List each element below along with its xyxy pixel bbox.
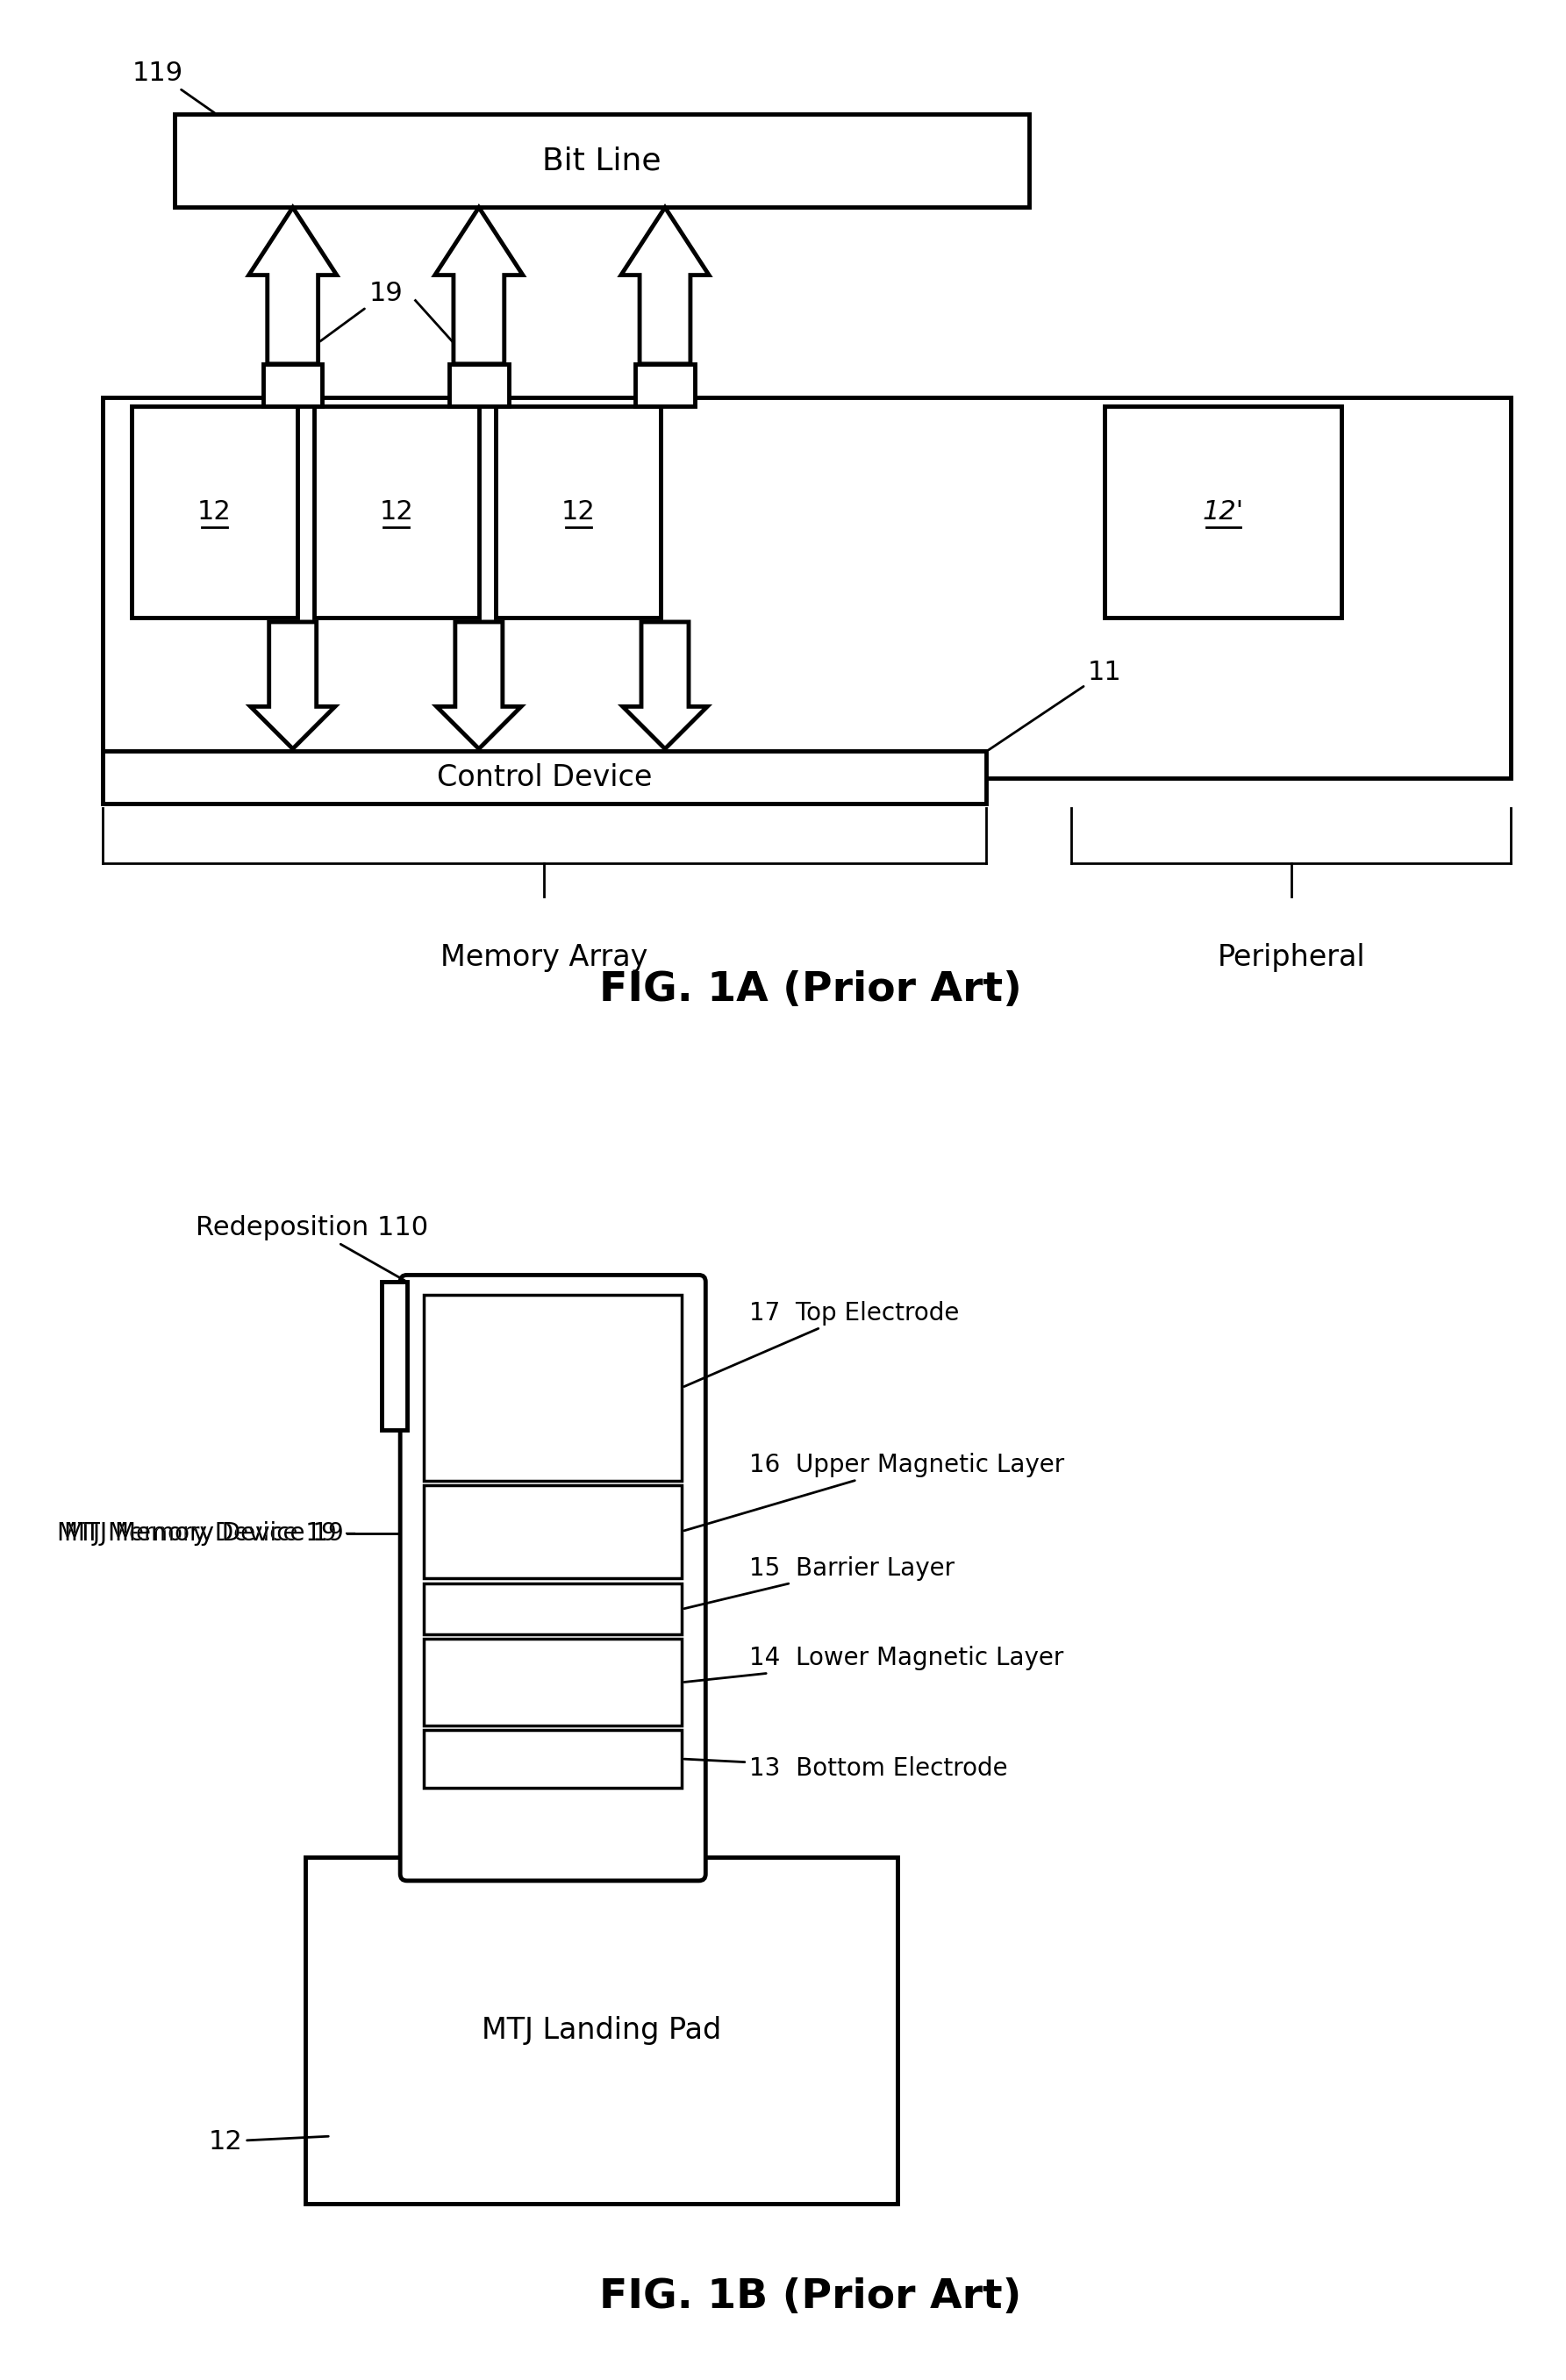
Bar	[305, 1856, 897, 2204]
Bar	[424, 1295, 681, 1480]
Text: MTJ Memory Device 19: MTJ Memory Device 19	[64, 1521, 343, 1545]
Text: Redeposition 110: Redeposition 110	[196, 1216, 428, 1280]
Text: 15  Barrier Layer: 15 Barrier Layer	[684, 1557, 955, 1609]
Bar	[424, 1485, 681, 1578]
Bar	[636, 364, 695, 407]
Bar	[263, 364, 323, 407]
Text: 12: 12	[561, 500, 595, 524]
Bar	[102, 752, 987, 804]
Polygon shape	[249, 207, 337, 364]
Text: 19: 19	[319, 281, 402, 340]
Text: 119: 119	[132, 60, 215, 112]
Bar	[496, 407, 661, 619]
Bar	[424, 1730, 681, 1787]
Bar	[132, 407, 298, 619]
Bar	[1106, 407, 1342, 619]
Text: MTJ Memory Device 19: MTJ Memory Device 19	[64, 1521, 343, 1545]
Polygon shape	[622, 207, 709, 364]
FancyBboxPatch shape	[401, 1276, 706, 1880]
Bar	[174, 114, 1029, 207]
Text: 13  Bottom Electrode: 13 Bottom Electrode	[684, 1756, 1009, 1780]
Bar	[424, 1583, 681, 1635]
Text: 17  Top Electrode: 17 Top Electrode	[684, 1299, 960, 1388]
Text: 16  Upper Magnetic Layer: 16 Upper Magnetic Layer	[684, 1452, 1065, 1530]
Bar	[382, 1283, 407, 1430]
Text: 12: 12	[197, 500, 232, 524]
Polygon shape	[435, 207, 523, 364]
Text: 12: 12	[208, 2128, 329, 2154]
Text: FIG. 1A (Prior Art): FIG. 1A (Prior Art)	[600, 971, 1023, 1009]
Text: 11: 11	[988, 659, 1121, 750]
Bar	[313, 407, 479, 619]
Text: 14  Lower Magnetic Layer: 14 Lower Magnetic Layer	[684, 1647, 1063, 1683]
Text: 12: 12	[379, 500, 413, 524]
Bar	[424, 1640, 681, 1726]
Text: Control Device: Control Device	[437, 764, 651, 793]
Bar	[449, 364, 509, 407]
Text: FIG. 1B (Prior Art): FIG. 1B (Prior Art)	[600, 2278, 1021, 2316]
Bar	[102, 397, 1511, 778]
Text: Memory Array: Memory Array	[440, 942, 648, 973]
Polygon shape	[623, 621, 708, 750]
Text: MTJ Memory Device 19 –: MTJ Memory Device 19 –	[56, 1521, 355, 1545]
Text: Peripheral: Peripheral	[1217, 942, 1366, 973]
Text: Bit Line: Bit Line	[542, 145, 661, 176]
Text: 12': 12'	[1203, 500, 1243, 524]
Text: MTJ Landing Pad: MTJ Landing Pad	[482, 2016, 722, 2044]
Polygon shape	[251, 621, 335, 750]
Polygon shape	[437, 621, 521, 750]
